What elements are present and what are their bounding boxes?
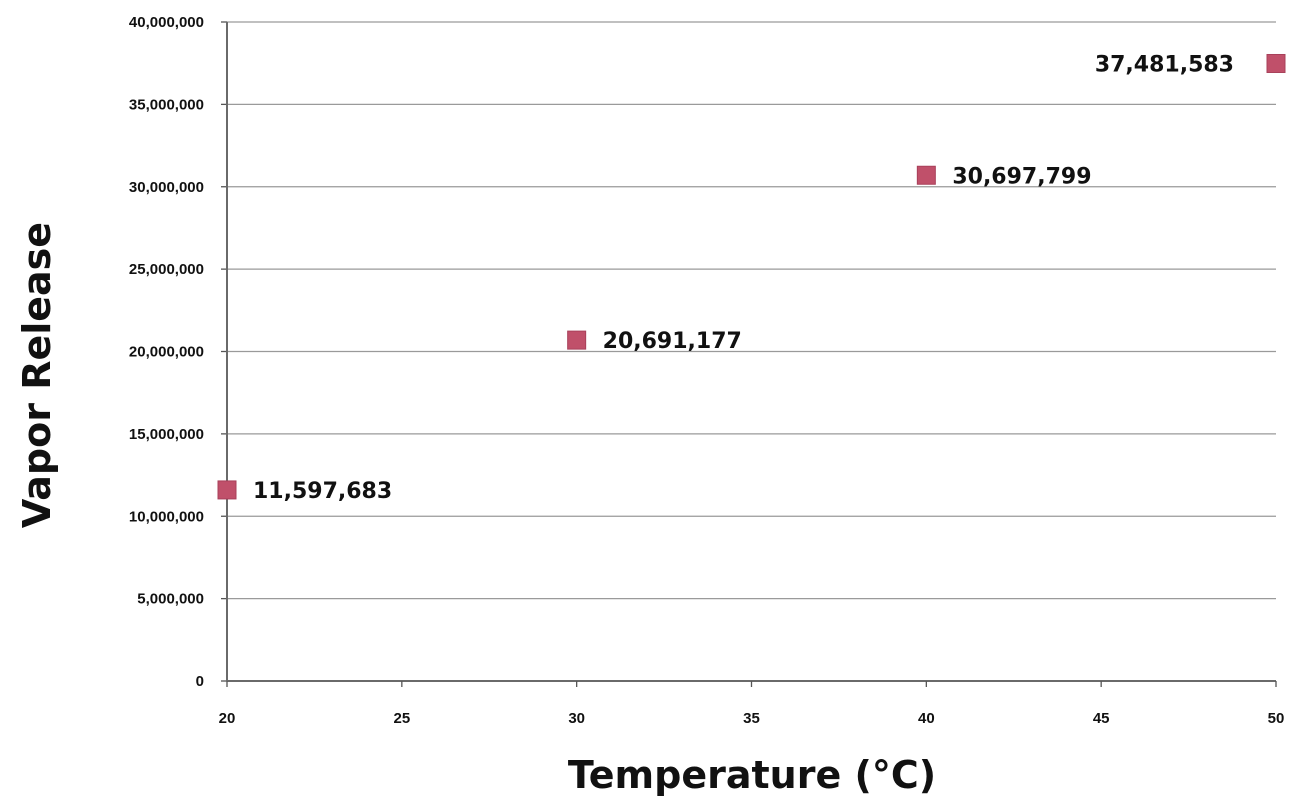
y-tick-label: 30,000,000: [129, 179, 204, 196]
data-point: [916, 165, 936, 185]
data-point: [567, 330, 587, 350]
y-tick-labels: 0 5,000,000 10,000,000 15,000,000 20,000,000…: [129, 14, 204, 690]
y-tick-label: 40,000,000: [129, 14, 204, 31]
x-tick-label: 30: [568, 710, 585, 727]
data-label: 20,691,177: [603, 329, 742, 354]
gridlines: [227, 21, 1276, 600]
x-tick-label: 50: [1268, 710, 1285, 727]
y-tick-label: 10,000,000: [129, 508, 204, 525]
x-tick-label: 40: [918, 710, 935, 727]
x-tick-labels: 20 25 30 35 40 45 50: [219, 710, 1285, 727]
data-label: 37,481,583: [1095, 52, 1234, 77]
data-points: [217, 53, 1286, 500]
x-axis-title: Temperature (°C): [568, 753, 936, 797]
x-tick-label: 35: [743, 710, 760, 727]
data-label: 11,597,683: [253, 479, 392, 504]
x-tick-label: 45: [1093, 710, 1110, 727]
data-label: 30,697,799: [952, 164, 1091, 189]
data-point: [217, 480, 237, 500]
data-labels: 11,597,683 20,691,177 30,697,799 37,481,583: [253, 52, 1234, 503]
y-tick-label: 5,000,000: [137, 591, 204, 608]
y-tick-label: 15,000,000: [129, 426, 204, 443]
y-axis-title: Vapor Release: [15, 222, 59, 528]
x-tick-label: 25: [393, 710, 410, 727]
x-tick-label: 20: [219, 710, 236, 727]
y-tick-label: 25,000,000: [129, 261, 204, 278]
y-tick-label: 0: [196, 673, 204, 690]
y-tick-label: 35,000,000: [129, 96, 204, 113]
axes: [221, 21, 1277, 687]
y-tick-label: 20,000,000: [129, 344, 204, 361]
data-point: [1266, 53, 1286, 73]
